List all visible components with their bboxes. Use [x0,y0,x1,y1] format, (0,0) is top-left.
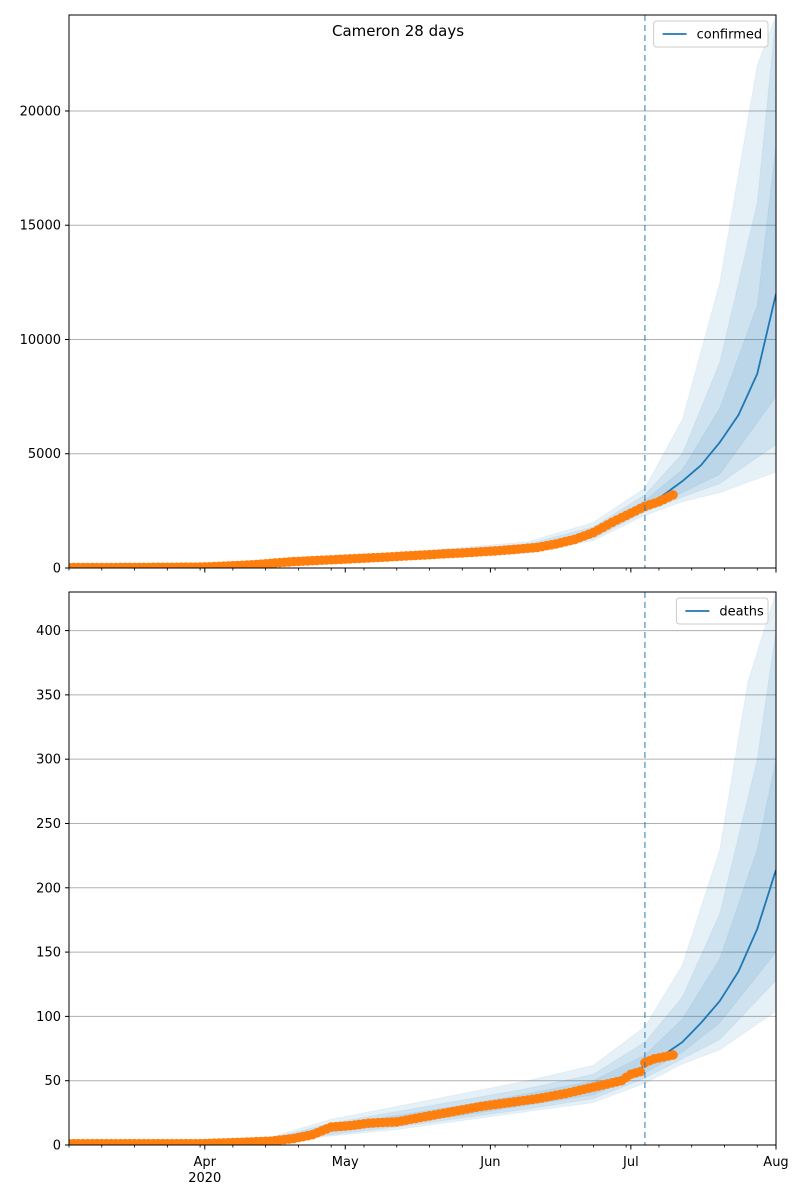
legend-box [653,20,769,48]
y-tick-label: 15000 [20,219,61,234]
forecast-line [69,293,776,568]
observed-point [668,1050,678,1060]
legend-label: deaths [719,605,764,620]
legend-box [675,597,769,625]
y-tick-label: 20000 [20,104,61,119]
y-tick-label: 400 [36,624,61,639]
x-tick-label: Apr [194,1155,217,1170]
y-tick-label: 200 [36,881,61,896]
deaths-panel: 0 50 100 150 200 250 300 350 400 Apr May Jun Jul Aug 2… [36,591,789,1186]
y-tick-label: 100 [36,1010,61,1025]
confirmed-panel: 0 5000 10000 15000 20000 confirmed [20,14,777,577]
observed-point [635,1066,646,1077]
x-tick-label: Aug [763,1155,788,1170]
axes-frame [68,14,777,569]
y-tick-label: 250 [36,817,61,832]
y-tick-label: 5000 [28,447,61,462]
chart-title: Cameron 28 days [332,22,464,40]
observed-point [668,490,678,500]
x-tick-label: Jun [479,1155,500,1170]
axes-frame [68,591,777,1146]
y-tick-label: 0 [53,562,61,577]
x-tick-label: May [332,1155,359,1170]
y-tick-label: 10000 [20,333,61,348]
y-tick-label: 150 [36,946,61,961]
y-tick-label: 0 [53,1139,61,1154]
y-tick-label: 350 [36,688,61,703]
legend: confirmed [653,20,769,48]
plot-area [69,592,776,1145]
x-tick-label: Jul [622,1155,639,1170]
legend-label: confirmed [697,28,763,43]
legend: deaths [675,597,769,625]
y-tick-label: 300 [36,753,61,768]
x-year-label: 2020 [188,1171,221,1186]
y-tick-label: 50 [44,1074,61,1089]
plot-area [69,15,776,568]
